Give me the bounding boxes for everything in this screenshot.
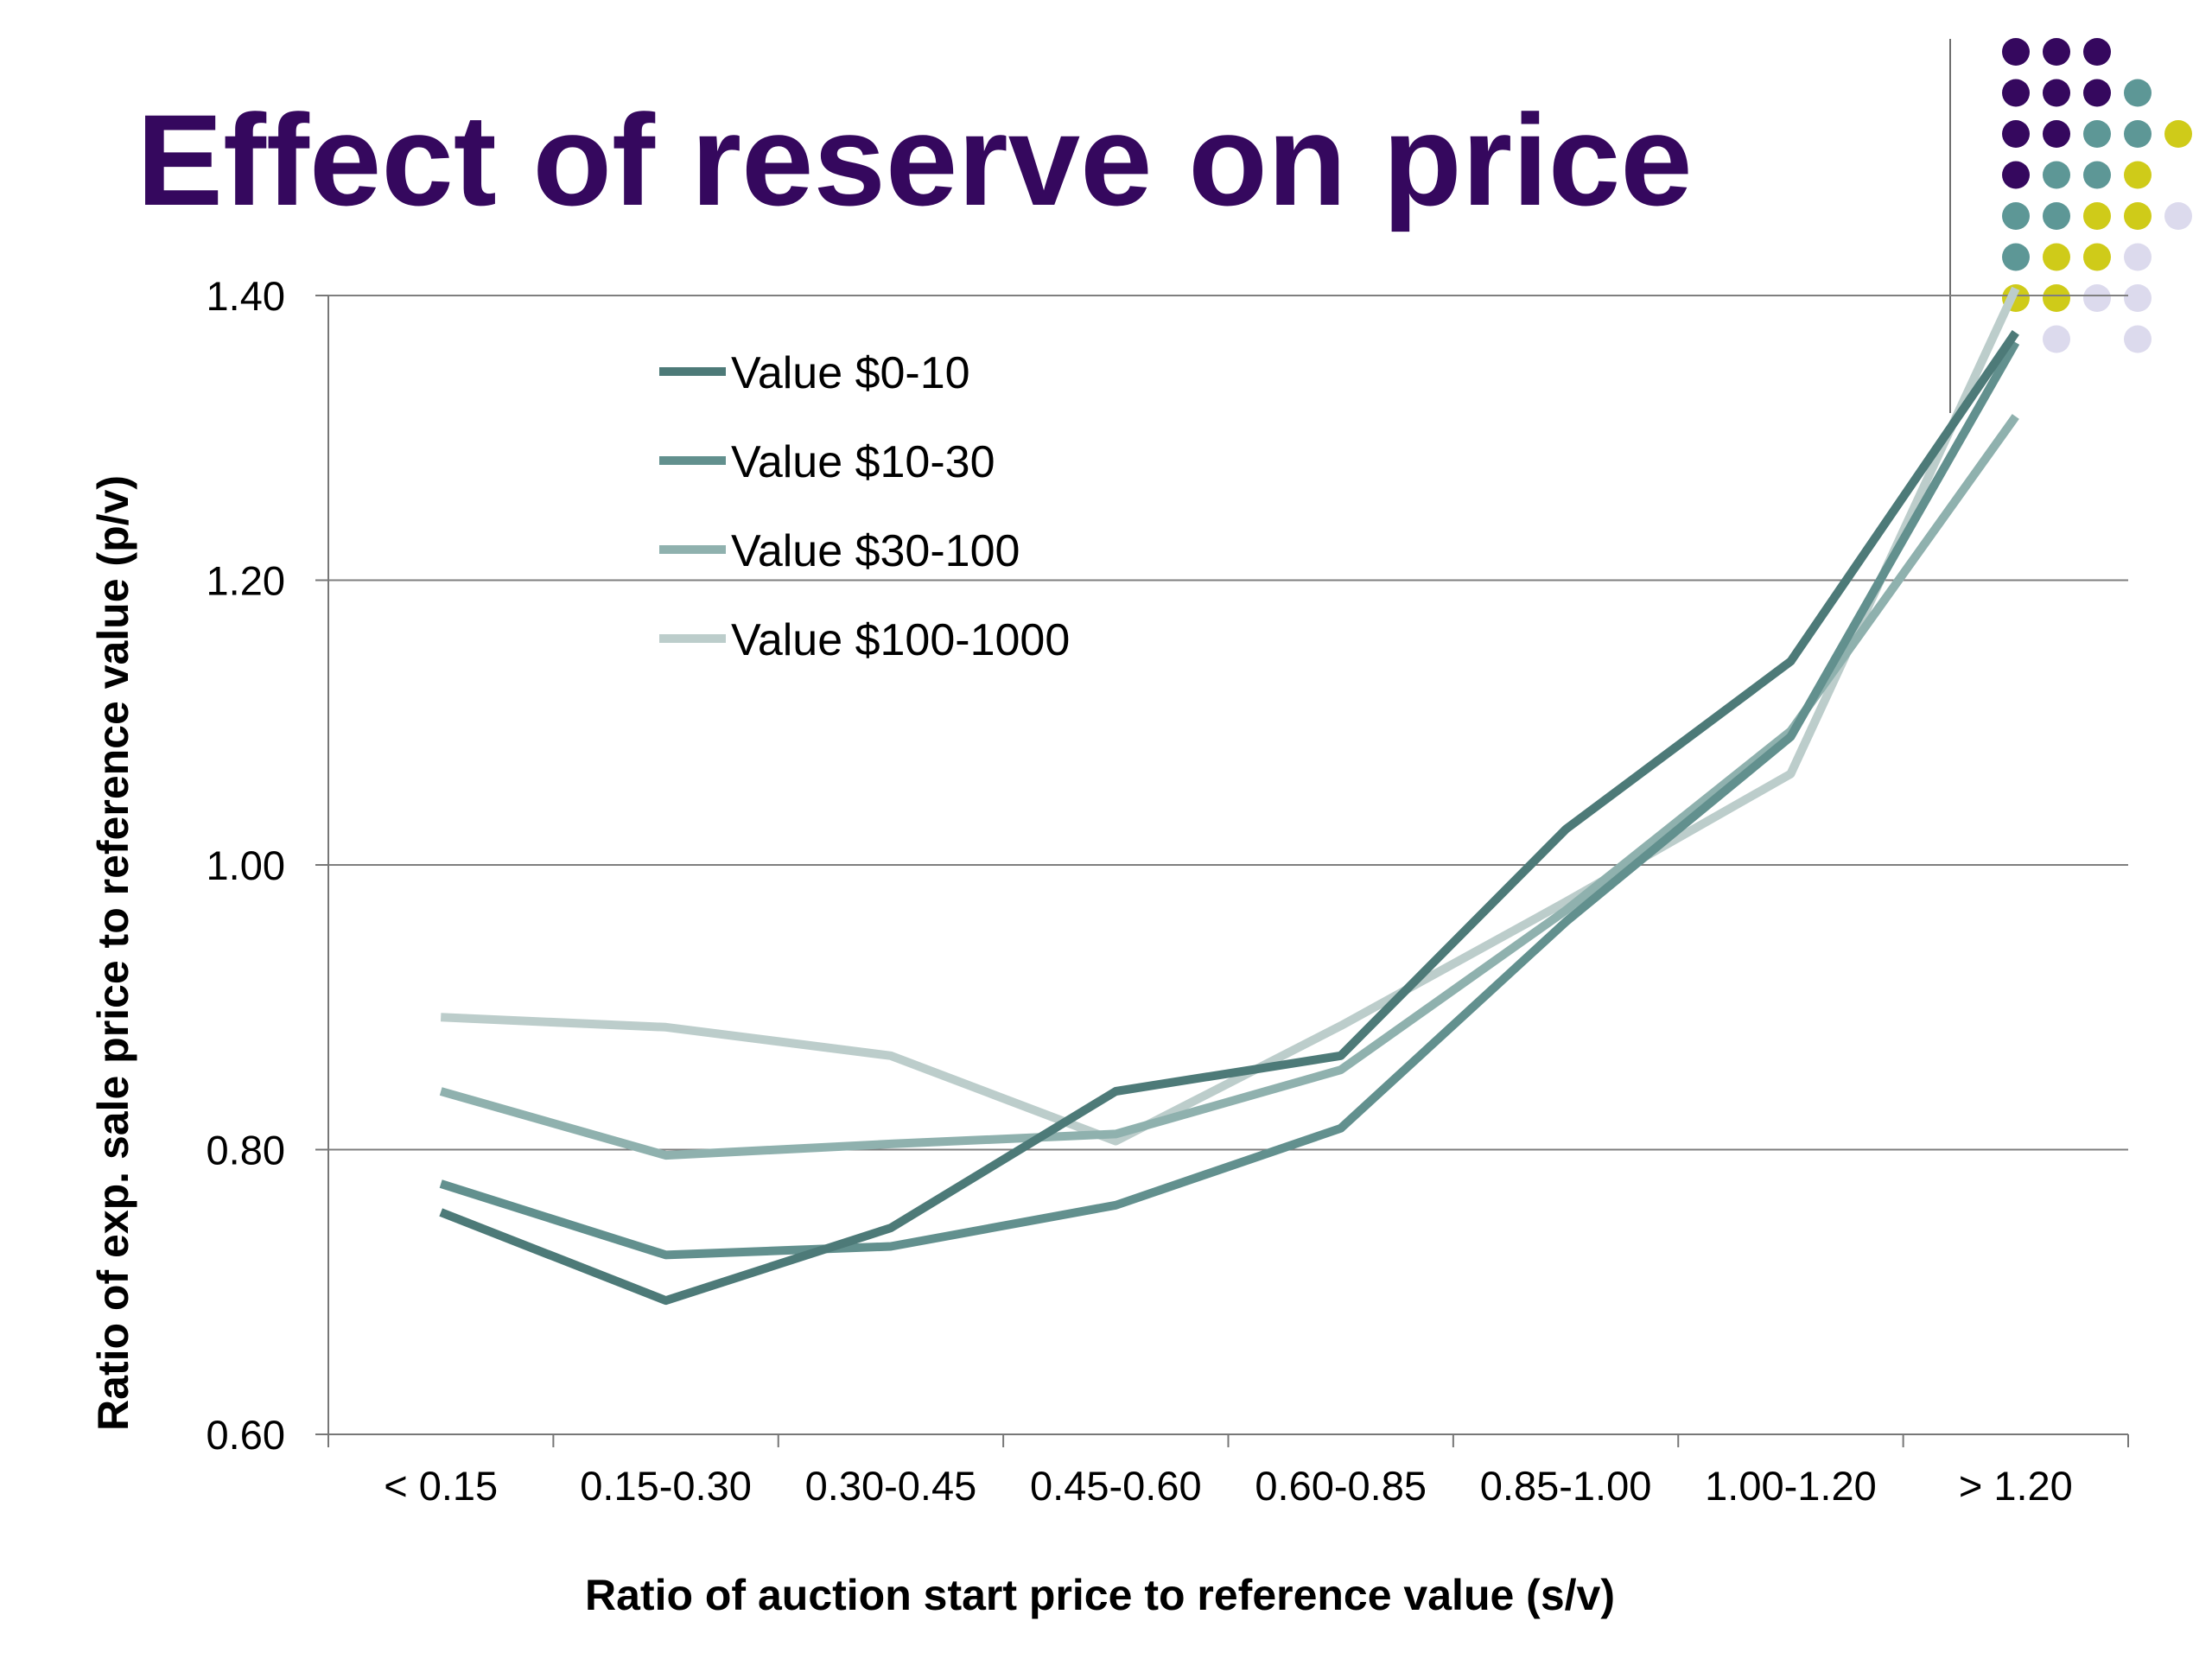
decor-dot: [2083, 79, 2111, 107]
x-tick-label: 1.00-1.20: [1705, 1463, 1877, 1509]
decor-dot: [2124, 325, 2152, 353]
decor-dot: [2124, 202, 2152, 230]
decor-dot: [2083, 202, 2111, 230]
x-tick-label: 0.45-0.60: [1030, 1463, 1202, 1509]
legend-label: Value $10-30: [731, 437, 995, 487]
y-tick-label: 1.40: [207, 273, 285, 319]
axes: [327, 296, 2129, 1447]
x-tick-label: 0.60-0.85: [1255, 1463, 1427, 1509]
x-tick-label: > 1.20: [1959, 1463, 2073, 1509]
decor-dot: [2083, 284, 2111, 312]
decor-dot: [2002, 120, 2030, 148]
series-lines: [439, 286, 2020, 1306]
y-tick-labels: 0.60 0.80 1.00 1.20 1.40: [207, 273, 285, 1458]
decor-dot: [2043, 161, 2070, 189]
page-title: Effect of reserve on price: [137, 87, 1693, 232]
series-line-2: [439, 340, 2020, 1260]
legend: Value $0-10 Value $10-30 Value $30-100 Valu…: [659, 348, 1070, 665]
y-tick-label: 1.00: [207, 842, 285, 888]
decor-dot: [2083, 161, 2111, 189]
y-axis-title: Ratio of exp. sale price to reference va…: [89, 475, 137, 1431]
decor-dot: [2124, 161, 2152, 189]
decor-dot: [2083, 243, 2111, 271]
decor-dot: [2164, 120, 2192, 148]
decor-dot: [2043, 120, 2070, 148]
decor-dot: [2124, 120, 2152, 148]
series-line-3: [439, 414, 2019, 1160]
x-tick-label: < 0.15: [384, 1463, 498, 1509]
decor-dot: [2002, 38, 2030, 66]
x-tick-label: 0.30-0.45: [805, 1463, 977, 1509]
y-tick-label: 0.80: [207, 1128, 285, 1173]
decor-dot: [2083, 38, 2111, 66]
y-tick-label: 1.20: [207, 558, 285, 604]
series-line-4: [440, 286, 2020, 1146]
decor-dot: [2002, 79, 2030, 107]
x-tick-label: 0.15-0.30: [580, 1463, 752, 1509]
decor-dot: [2124, 79, 2152, 107]
decor-dot: [2002, 243, 2030, 271]
decor-dot: [2002, 161, 2030, 189]
decor-dot: [2043, 284, 2070, 312]
x-tick-labels: < 0.15 0.15-0.30 0.30-0.45 0.45-0.60 0.60-0.…: [384, 1463, 2073, 1509]
decor-dot: [2083, 120, 2111, 148]
legend-label: Value $30-100: [731, 526, 1020, 576]
decor-dot: [2043, 38, 2070, 66]
decor-dot: [2043, 325, 2070, 353]
decor-dot: [2043, 243, 2070, 271]
decor-dot-grid: [2002, 38, 2192, 353]
series-line-1: [439, 329, 2019, 1306]
legend-label: Value $100-1000: [731, 615, 1070, 665]
grid: [315, 295, 2128, 1435]
legend-label: Value $0-10: [731, 348, 970, 398]
x-axis-title: Ratio of auction start price to referenc…: [585, 1571, 1615, 1619]
decor-dot: [2124, 243, 2152, 271]
y-tick-label: 0.60: [207, 1412, 285, 1458]
decor-dot: [2043, 202, 2070, 230]
x-tick-label: 0.85-1.00: [1480, 1463, 1652, 1509]
decor-dot: [2043, 79, 2070, 107]
decor-dot: [2164, 202, 2192, 230]
decor-dot: [2002, 202, 2030, 230]
decor-dot: [2124, 284, 2152, 312]
